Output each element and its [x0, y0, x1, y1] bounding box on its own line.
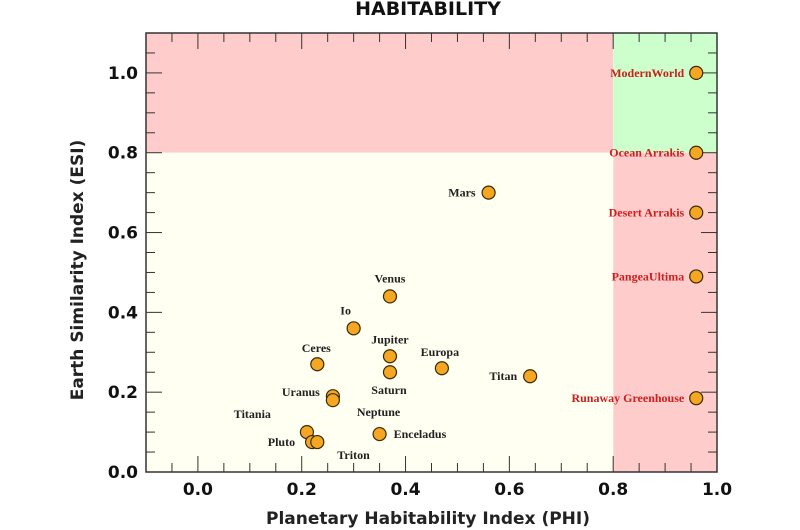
y-tick-label: 0.2: [108, 383, 138, 403]
label-europa: Europa: [421, 345, 459, 359]
point-io: [346, 321, 361, 336]
region-1: [613, 33, 717, 153]
y-tick-label: 0.6: [108, 224, 138, 244]
region-layer: [146, 33, 717, 472]
label-titan: Titan: [489, 369, 517, 383]
point-jupiter: [382, 349, 398, 364]
y-tick-label: 0.4: [108, 303, 138, 323]
label-titania: Titania: [234, 407, 271, 421]
plot-frame: [145, 32, 718, 473]
label-io: Io: [340, 303, 351, 317]
label-pangeaultima: PangeaUltima: [612, 269, 685, 283]
region-3: [146, 152, 614, 472]
tick-label-layer: 0.0 0.2 0.4 0.6 0.8 1.0 0.0 0.2 0.4 0.6 0.8 1.0: [108, 64, 732, 500]
label-saturn: Saturn: [371, 383, 407, 397]
label-ocean-arrakis: Ocean Arrakis: [609, 146, 684, 160]
point-titan: [523, 369, 538, 384]
point-modernworld: [689, 65, 704, 81]
label-venus: Venus: [375, 271, 406, 285]
label-ceres: Ceres: [302, 341, 331, 355]
x-axis-label: Planetary Habitability Index (PHI): [266, 509, 590, 529]
label-pluto: Pluto: [268, 435, 295, 449]
point-neptune: [325, 393, 340, 408]
label-triton: Triton: [337, 448, 370, 462]
label-desert-arrakis: Desert Arrakis: [609, 206, 685, 220]
point-runaway-greenhouse: [689, 391, 704, 406]
x-tick-label: 0.4: [390, 480, 420, 500]
label-jupiter: Jupiter: [371, 332, 409, 346]
point-europa: [434, 361, 449, 376]
points-layer: Mars Venus Io Jupiter Ceres Saturn Europa Titan…: [234, 65, 704, 462]
chart-title: HABITABILITY: [355, 0, 501, 20]
point-pangeaultima: [689, 269, 704, 284]
x-tick-label: 1.0: [702, 480, 732, 500]
point-enceladus: [372, 426, 387, 442]
label-modernworld: ModernWorld: [610, 66, 684, 80]
point-mars: [481, 185, 496, 200]
x-tick-label: 0.0: [183, 480, 213, 500]
point-desert-arrakis: [689, 205, 704, 220]
label-enceladus: Enceladus: [394, 427, 447, 441]
y-tick-label: 0.0: [108, 463, 138, 483]
point-venus: [382, 289, 398, 304]
label-neptune: Neptune: [357, 405, 401, 419]
tick-layer: [145, 32, 718, 473]
y-tick-label: 0.8: [108, 144, 138, 164]
region-0: [146, 33, 614, 153]
point-triton: [310, 434, 325, 450]
label-mars: Mars: [448, 186, 476, 200]
point-ceres: [310, 357, 325, 372]
y-tick-label: 1.0: [108, 64, 138, 84]
x-tick-label: 0.6: [494, 480, 524, 500]
label-runaway-greenhouse: Runaway Greenhouse: [571, 391, 684, 405]
label-uranus: Uranus: [282, 385, 320, 399]
x-tick-label: 0.8: [598, 480, 628, 500]
point-ocean-arrakis: [689, 145, 704, 160]
x-tick-label: 0.2: [287, 480, 317, 500]
y-axis-label: Earth Similarity Index (ESI): [68, 140, 88, 401]
point-saturn: [382, 365, 398, 380]
region-2: [613, 152, 717, 472]
